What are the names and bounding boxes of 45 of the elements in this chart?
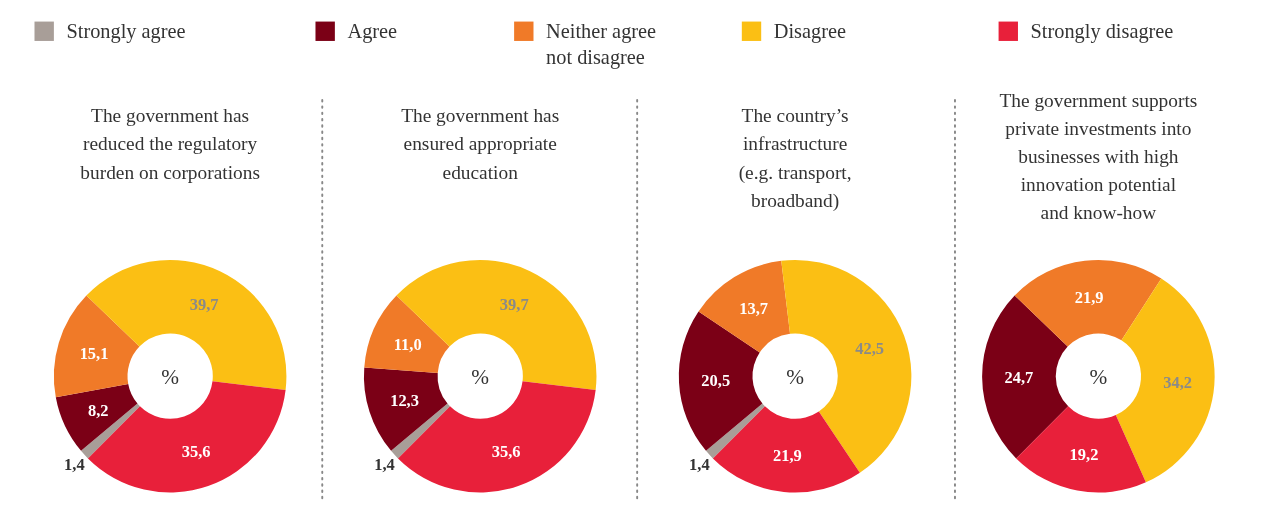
donut-slice (705, 403, 765, 459)
chart-title: The government supports private investments into businesses with high innovation potential and know-how (999, 89, 1198, 224)
data-label: 1,4 (689, 454, 710, 474)
donut-slice (55, 383, 138, 451)
data-label: 39,7 (189, 295, 219, 315)
donut-slice (364, 367, 448, 451)
donut-slice (1115, 278, 1215, 483)
chart-title: The country’s infrastructure (e.g. transport, broadband) (738, 105, 852, 212)
data-label: 35,6 (181, 442, 211, 462)
text: The government has reduced the regulatory burden on corporations (80, 105, 260, 183)
legend-label: Disagree (773, 20, 847, 44)
data-label: 12,3 (390, 391, 419, 411)
data-label: 1,4 (64, 454, 85, 474)
donut-slice (712, 406, 860, 493)
text: % (786, 364, 805, 389)
text: % (161, 364, 180, 389)
data-label: 19,2 (1069, 445, 1099, 465)
data-label: 1,4 (374, 454, 395, 474)
legend-label: Strongly disagree (1030, 20, 1174, 44)
donut-slice (982, 295, 1069, 459)
data-label: 21,9 (772, 446, 802, 466)
chart-title: The government has ensured appropriate education (401, 105, 560, 183)
donut-slice (396, 260, 597, 391)
data-label: 21,9 (1074, 288, 1104, 308)
donut-slice (81, 403, 140, 459)
data-label: 34,2 (1163, 372, 1193, 392)
data-label: 13,7 (739, 299, 769, 319)
data-label: 11,0 (393, 334, 422, 354)
legend-label: Agree (347, 20, 398, 44)
donut-slice (54, 295, 140, 398)
legend-label: Strongly agree (66, 20, 186, 44)
data-label: 35,6 (491, 442, 521, 462)
donut-slice (698, 260, 791, 353)
data-label: 24,7 (1004, 367, 1034, 387)
data-label: 42,5 (855, 339, 885, 359)
donut-slice (1016, 406, 1146, 493)
text: % (1089, 364, 1108, 389)
data-label: 15,1 (79, 344, 109, 364)
donut-slice (364, 295, 450, 373)
text: % (471, 364, 490, 389)
data-label: 20,5 (701, 371, 731, 391)
legend-label: Neither agree not disagree (546, 20, 657, 70)
data-label: 8,2 (87, 400, 109, 420)
data-label: 39,7 (499, 295, 529, 315)
donut-slice (1014, 260, 1162, 347)
